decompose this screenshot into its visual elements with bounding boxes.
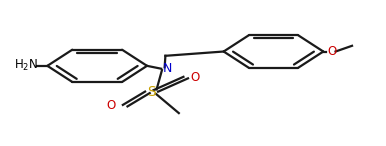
Text: O: O <box>190 71 200 84</box>
Text: O: O <box>327 45 336 58</box>
Text: O: O <box>106 99 115 112</box>
Text: S: S <box>147 85 156 99</box>
Text: N: N <box>163 62 172 75</box>
Text: H$_2$N: H$_2$N <box>14 58 38 73</box>
